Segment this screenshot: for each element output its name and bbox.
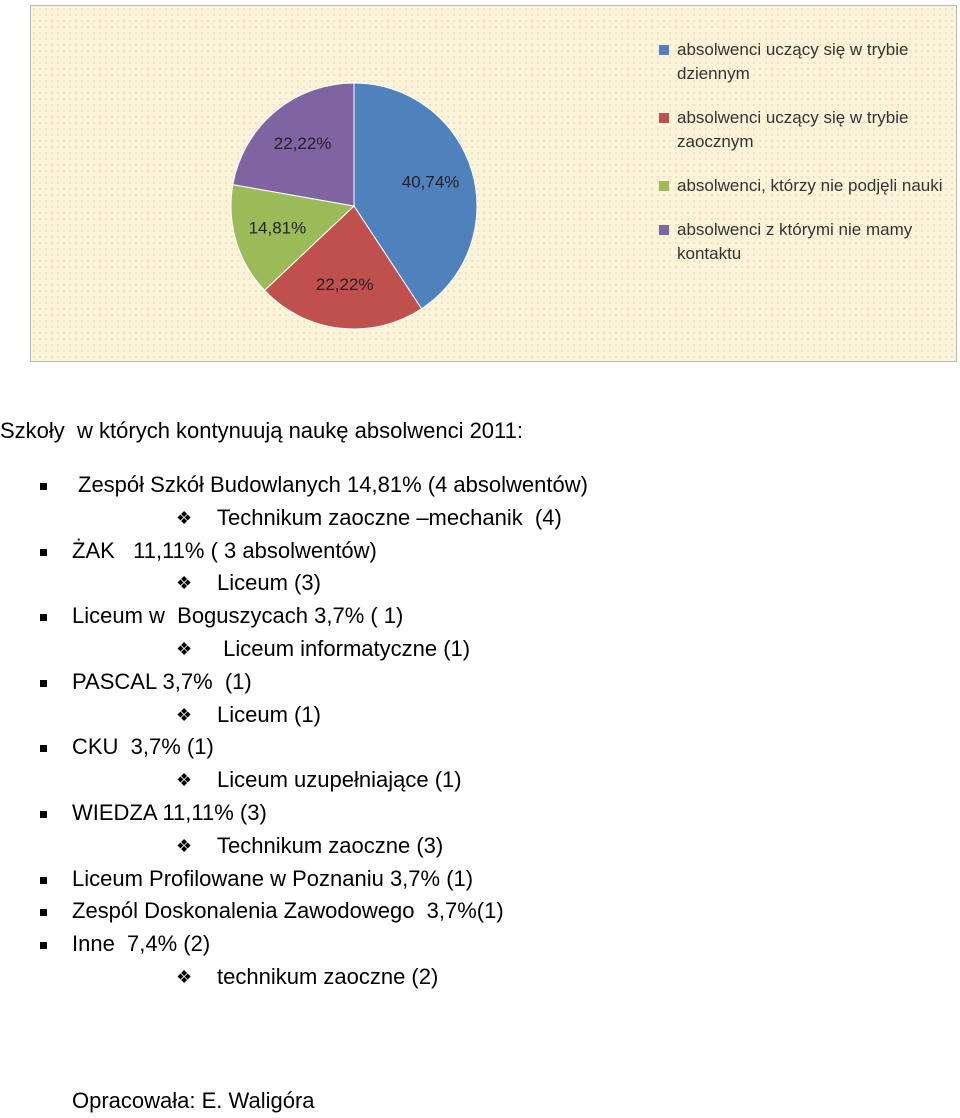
legend-label: absolwenci z którymi nie mamy kontaktu (677, 220, 913, 263)
pie-slice (230, 184, 356, 292)
sub-item: Liceum (1) (217, 701, 321, 727)
bullet (40, 548, 47, 556)
sub-bullet: ❖ (176, 967, 193, 987)
data-label: 22,22% (274, 134, 332, 153)
bullet (40, 679, 47, 687)
sub-bullet: ❖ (176, 835, 193, 856)
bullet (40, 909, 47, 917)
sub-item: Liceum uzupełniające (1) (217, 767, 462, 793)
sub-item: Technikum zaoczne –mechanik (4) (217, 504, 562, 530)
data-label: 14,81% (249, 218, 307, 237)
legend-entry: absolwenci uczący się w trybie zaocznym (659, 106, 949, 154)
chart: 40,74% 22,22% 14,81% 22,22% absolwenci uczą… (30, 5, 957, 362)
legend-swatch (659, 45, 669, 55)
list-item: Zespól Doskonalenia Zawodowego 3,7%(1) (72, 898, 504, 924)
legend-label: absolwenci, którzy nie podjęli nauki (677, 176, 943, 195)
data-label: 40,74% (402, 173, 460, 192)
bullet (40, 876, 47, 884)
list-item: WIEDZA 11,11% (3) (72, 800, 267, 825)
bullet (40, 942, 47, 950)
sub-bullet: ❖ (176, 507, 193, 528)
bullet (40, 811, 47, 818)
list-item: Liceum w Boguszycach 3,7% ( 1) (72, 603, 404, 629)
pie-slice (232, 82, 355, 207)
list-item: PASCAL 3,7% (1) (72, 668, 252, 694)
sub-item: technikum zaoczne (2) (217, 964, 439, 989)
legend-entry: absolwenci z którymi nie mamy kontaktu (659, 218, 949, 266)
bullet (40, 483, 47, 490)
legend-swatch (659, 113, 669, 123)
legend-swatch (659, 225, 669, 235)
list-item: Liceum Profilowane w Poznaniu 3,7% (1) (72, 865, 474, 891)
sub-item: Technikum zaoczne (3) (217, 832, 444, 858)
sub-item: Liceum (3) (217, 570, 321, 596)
legend-label: absolwenci uczący się w trybie dziennym (677, 40, 909, 83)
list-item: ŻAK 11,11% ( 3 absolwentów) (72, 537, 377, 563)
sub-bullet: ❖ (176, 770, 193, 791)
footer: Opracowała: E. Waligóra (72, 1088, 315, 1113)
legend-label: absolwenci uczący się w trybie zaocznym (677, 108, 909, 151)
bullet (40, 614, 47, 622)
sub-item: Liceum informatyczne (1) (217, 636, 471, 661)
sub-bullet: ❖ (176, 639, 193, 659)
bullet (40, 745, 47, 753)
legend-entry: absolwenci, którzy nie podjęli nauki (659, 174, 949, 198)
pie-slice (263, 205, 423, 330)
list-item: Zespół Szkół Budowlanych 14,81% (4 absol… (78, 472, 588, 497)
data-label: 22,22% (316, 275, 374, 294)
pie-chart: 40,74% 22,22% 14,81% 22,22% (230, 82, 478, 330)
sub-bullet: ❖ (176, 704, 193, 725)
heading: Szkoły w których kontynuują naukę absolw… (0, 418, 523, 443)
legend: absolwenci uczący się w trybie dziennym a… (659, 38, 949, 286)
sub-bullet: ❖ (176, 573, 193, 594)
list-item: CKU 3,7% (1) (72, 734, 214, 760)
list-item: Inne 7,4% (2) (72, 931, 211, 957)
legend-swatch (659, 181, 669, 191)
legend-entry: absolwenci uczący się w trybie dziennym (659, 38, 949, 86)
